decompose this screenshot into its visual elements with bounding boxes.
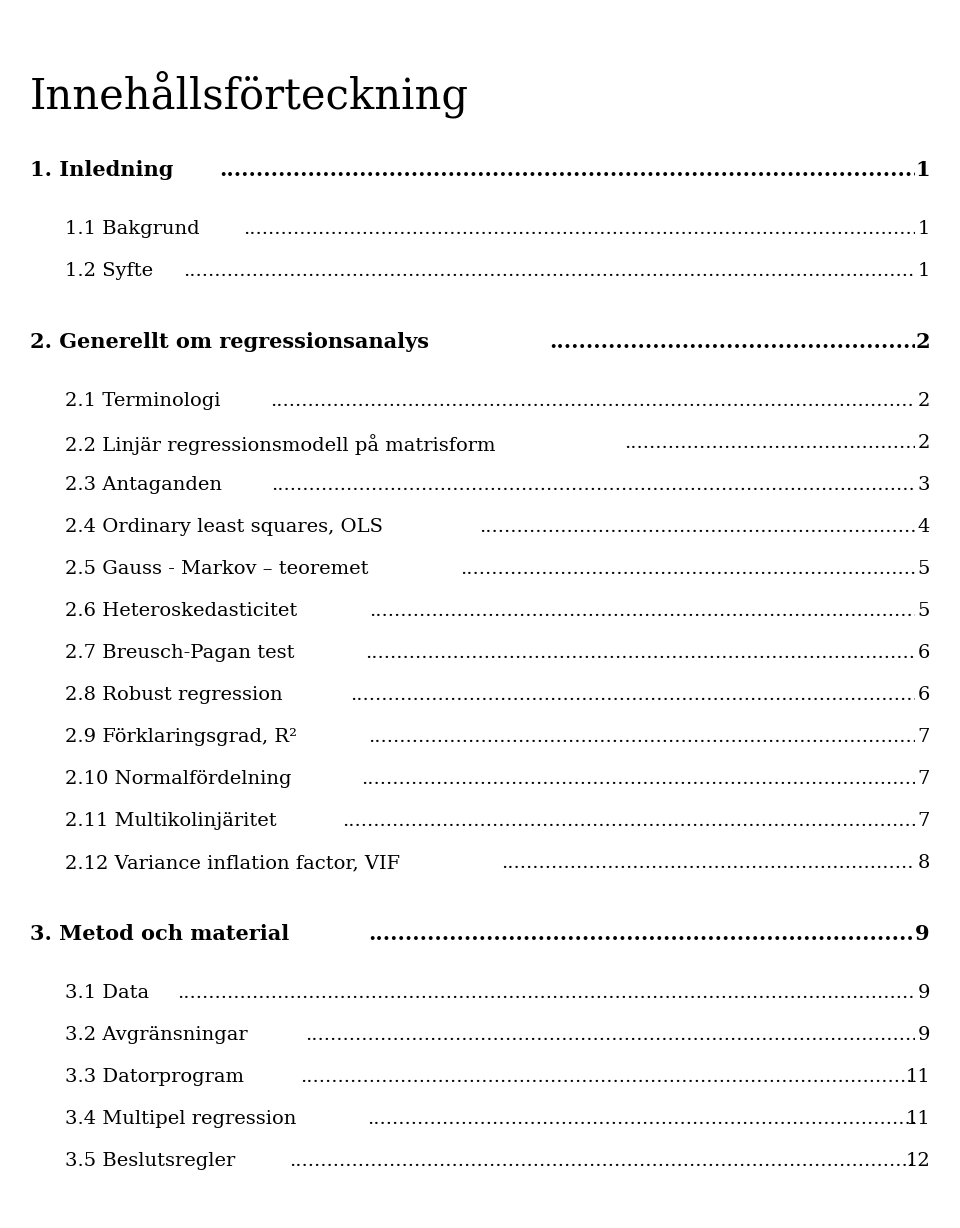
Text: ................................................................................: ........................................… [349, 686, 960, 704]
Text: ................................................................................: ........................................… [625, 433, 960, 452]
Text: 1.2 Syfte: 1.2 Syfte [65, 262, 154, 280]
Text: 1. Inledning: 1. Inledning [30, 160, 174, 181]
Text: 9: 9 [918, 984, 930, 1002]
Text: ................................................................................: ........................................… [368, 1110, 960, 1129]
Text: ................................................................................: ........................................… [219, 160, 960, 181]
Text: 6: 6 [918, 643, 930, 662]
Text: 2: 2 [916, 332, 930, 352]
Text: 3.2 Avgränsningar: 3.2 Avgränsningar [65, 1027, 248, 1044]
Text: ................................................................................: ........................................… [182, 262, 960, 280]
Text: ................................................................................: ........................................… [361, 770, 960, 788]
Text: ................................................................................: ........................................… [300, 1068, 960, 1086]
Text: ................................................................................: ........................................… [178, 984, 960, 1002]
Text: 1: 1 [918, 220, 930, 238]
Text: 5: 5 [918, 560, 930, 578]
Text: 1: 1 [916, 160, 930, 181]
Text: 12: 12 [905, 1152, 930, 1170]
Text: 2: 2 [918, 392, 930, 410]
Text: ................................................................................: ........................................… [501, 853, 960, 872]
Text: ................................................................................: ........................................… [549, 332, 960, 352]
Text: 2.2 Linjär regressionsmodell på matrisform: 2.2 Linjär regressionsmodell på matrisfo… [65, 433, 495, 454]
Text: ................................................................................: ........................................… [479, 518, 960, 535]
Text: 4: 4 [918, 518, 930, 535]
Text: 1.1 Bakgrund: 1.1 Bakgrund [65, 220, 200, 238]
Text: 2.12 Variance inflation factor, VIF: 2.12 Variance inflation factor, VIF [65, 853, 400, 872]
Text: 2.6 Heteroskedasticitet: 2.6 Heteroskedasticitet [65, 602, 298, 620]
Text: Innehållsförteckning: Innehållsförteckning [30, 70, 469, 118]
Text: 2. Generellt om regressionsanalys: 2. Generellt om regressionsanalys [30, 332, 429, 352]
Text: 3.1 Data: 3.1 Data [65, 984, 149, 1002]
Text: 8: 8 [918, 853, 930, 872]
Text: 7: 7 [918, 812, 930, 830]
Text: 7: 7 [918, 728, 930, 745]
Text: ................................................................................: ........................................… [365, 643, 960, 662]
Text: ................................................................................: ........................................… [461, 560, 960, 578]
Text: 7: 7 [918, 770, 930, 788]
Text: 3.4 Multipel regression: 3.4 Multipel regression [65, 1110, 297, 1129]
Text: ................................................................................: ........................................… [369, 602, 960, 620]
Text: 3: 3 [918, 476, 930, 494]
Text: 2.3 Antaganden: 2.3 Antaganden [65, 476, 222, 494]
Text: 3. Metod och material: 3. Metod och material [30, 923, 289, 944]
Text: 2.10 Normalfördelning: 2.10 Normalfördelning [65, 770, 292, 788]
Text: 6: 6 [918, 686, 930, 704]
Text: ................................................................................: ........................................… [342, 812, 960, 830]
Text: 2.11 Multikolinjäritet: 2.11 Multikolinjäritet [65, 812, 276, 830]
Text: ................................................................................: ........................................… [243, 220, 960, 238]
Text: ................................................................................: ........................................… [289, 1152, 960, 1170]
Text: 2.9 Förklaringsgrad, R²: 2.9 Förklaringsgrad, R² [65, 728, 297, 745]
Text: 2.7 Breusch-Pagan test: 2.7 Breusch-Pagan test [65, 643, 295, 662]
Text: 2.8 Robust regression: 2.8 Robust regression [65, 686, 282, 704]
Text: 2.1 Terminologi: 2.1 Terminologi [65, 392, 221, 410]
Text: ................................................................................: ........................................… [369, 923, 960, 944]
Text: ................................................................................: ........................................… [272, 476, 960, 494]
Text: ................................................................................: ........................................… [369, 728, 960, 745]
Text: ................................................................................: ........................................… [270, 392, 960, 410]
Text: 3.3 Datorprogram: 3.3 Datorprogram [65, 1068, 244, 1086]
Text: 9: 9 [918, 1027, 930, 1044]
Text: 2.5 Gauss - Markov – teoremet: 2.5 Gauss - Markov – teoremet [65, 560, 369, 578]
Text: 9: 9 [916, 923, 930, 944]
Text: 11: 11 [905, 1068, 930, 1086]
Text: 1: 1 [918, 262, 930, 280]
Text: 2: 2 [918, 433, 930, 452]
Text: 11: 11 [905, 1110, 930, 1129]
Text: 5: 5 [918, 602, 930, 620]
Text: ................................................................................: ........................................… [304, 1027, 960, 1044]
Text: 2.4 Ordinary least squares, OLS: 2.4 Ordinary least squares, OLS [65, 518, 383, 535]
Text: 3.5 Beslutsregler: 3.5 Beslutsregler [65, 1152, 235, 1170]
